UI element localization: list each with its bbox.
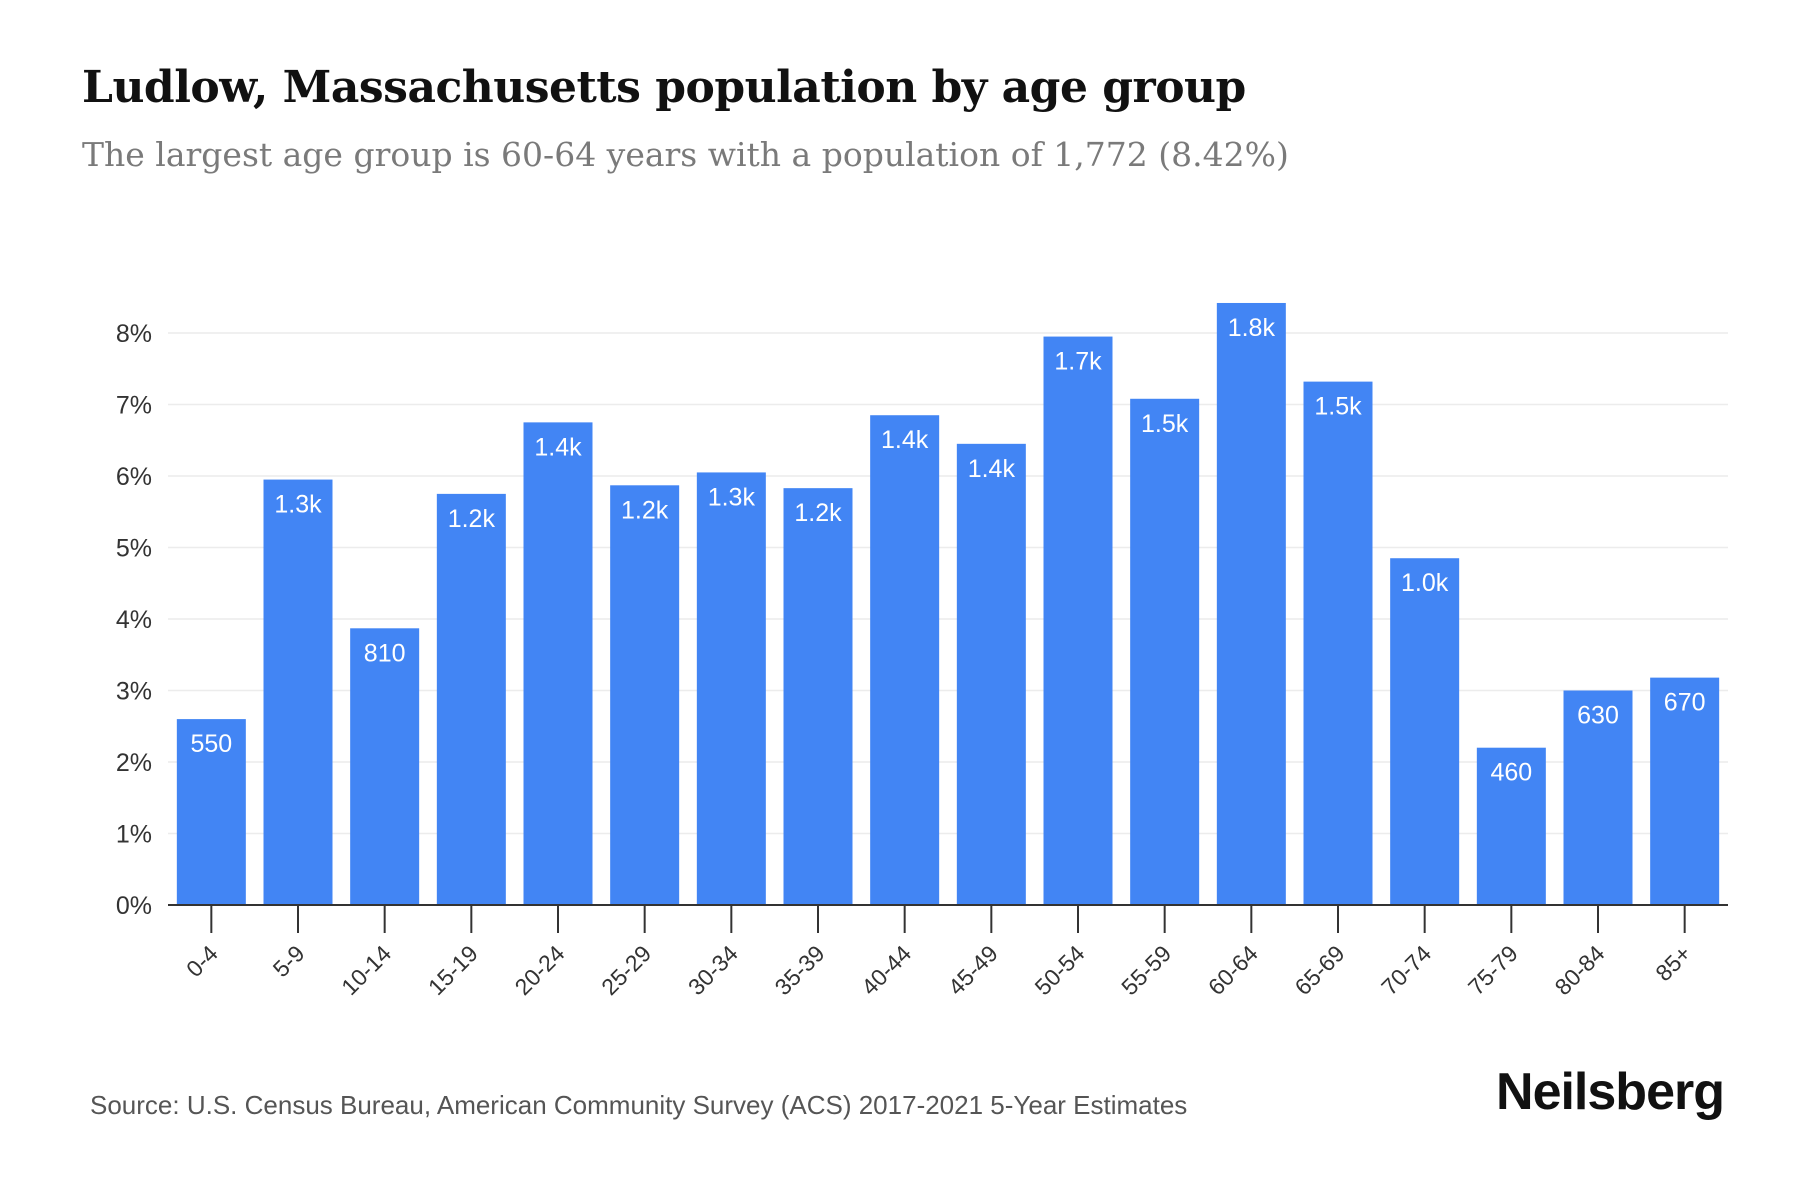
bar-10-14 — [350, 628, 420, 905]
data-label: 1.2k — [794, 499, 842, 527]
x-tick-label: 15-19 — [423, 940, 483, 1000]
bar-40-44 — [870, 415, 940, 905]
y-tick-label: 0% — [116, 892, 152, 920]
data-label: 1.5k — [1314, 393, 1362, 421]
data-label: 1.4k — [534, 433, 582, 461]
x-tick-label: 75-79 — [1463, 940, 1523, 1000]
bar-25-29 — [610, 485, 680, 905]
bar-70-74 — [1390, 558, 1460, 905]
x-tick-label: 60-64 — [1203, 940, 1263, 1000]
x-tick-label: 65-69 — [1290, 940, 1350, 1000]
y-tick-label: 4% — [116, 606, 152, 634]
data-label: 630 — [1577, 702, 1619, 730]
x-tick-label: 10-14 — [336, 940, 396, 1000]
y-tick-label: 3% — [116, 678, 152, 706]
data-label: 1.4k — [881, 426, 929, 454]
data-labels: 550 1.3k 810 1.2k 1.4k 1.2k 1.3k 1.2k 1.4k 1.4k 1.… — [190, 314, 1705, 787]
y-tick-label: 8% — [116, 320, 152, 348]
data-label: 1.7k — [1054, 348, 1102, 376]
x-tick-label: 55-59 — [1116, 940, 1176, 1000]
data-label: 1.5k — [1141, 410, 1189, 438]
data-label: 670 — [1664, 689, 1706, 717]
x-tick-label: 0-4 — [181, 940, 223, 982]
bar-55-59 — [1130, 398, 1200, 905]
x-tick-label: 70-74 — [1376, 940, 1436, 1000]
data-label: 1.3k — [274, 491, 322, 519]
x-tick-label: 40-44 — [856, 940, 916, 1000]
bar-15-19 — [436, 493, 506, 905]
y-tick-label: 7% — [116, 392, 152, 420]
bars — [176, 302, 1720, 906]
bar-30-34 — [696, 472, 766, 905]
bar-75-79 — [1476, 747, 1546, 905]
data-label: 1.3k — [708, 483, 756, 511]
x-tick-label: 30-34 — [683, 940, 743, 1000]
x-tick-label: 20-24 — [510, 940, 570, 1000]
y-tick-label: 6% — [116, 463, 152, 491]
bar-0-4 — [176, 719, 246, 905]
source-note: Source: U.S. Census Bureau, American Com… — [90, 1090, 1188, 1120]
x-tick-label: 50-54 — [1030, 940, 1090, 1000]
x-tick-label: 5-9 — [268, 940, 310, 982]
data-label: 1.8k — [1228, 314, 1276, 342]
bar-chart: 550 1.3k 810 1.2k 1.4k 1.2k 1.3k 1.2k 1.4k 1.4k 1.… — [116, 302, 1728, 1000]
bar-65-69 — [1303, 381, 1373, 905]
gridlines — [168, 332, 1728, 835]
data-label: 1.4k — [968, 455, 1016, 483]
bar-60-64 — [1216, 302, 1286, 906]
brand-logo: Neilsberg — [1496, 1063, 1725, 1121]
bar-50-54 — [1043, 336, 1113, 905]
bar-45-49 — [956, 443, 1026, 905]
bar-35-39 — [783, 488, 853, 905]
data-label: 460 — [1490, 759, 1532, 787]
y-tick-label: 1% — [116, 821, 152, 849]
y-tick-label: 5% — [116, 535, 152, 563]
data-label: 550 — [190, 730, 232, 758]
bar-85+ — [1650, 677, 1720, 905]
data-label: 1.2k — [621, 496, 669, 524]
x-tick-label: 85+ — [1650, 940, 1696, 986]
data-label: 1.0k — [1401, 569, 1449, 597]
chart-title: Ludlow, Massachusetts population by age … — [82, 62, 1246, 113]
data-label: 810 — [364, 639, 406, 667]
x-tick-label: 35-39 — [770, 940, 830, 1000]
bar-5-9 — [263, 479, 333, 905]
bar-80-84 — [1563, 690, 1633, 905]
x-tick-label: 25-29 — [596, 940, 656, 1000]
bar-20-24 — [523, 422, 593, 905]
x-tick-label: 45-49 — [943, 940, 1003, 1000]
y-tick-label: 2% — [116, 749, 152, 777]
data-label: 1.2k — [448, 505, 496, 533]
chart-subtitle: The largest age group is 60-64 years wit… — [82, 135, 1289, 174]
x-tick-label: 80-84 — [1550, 940, 1610, 1000]
